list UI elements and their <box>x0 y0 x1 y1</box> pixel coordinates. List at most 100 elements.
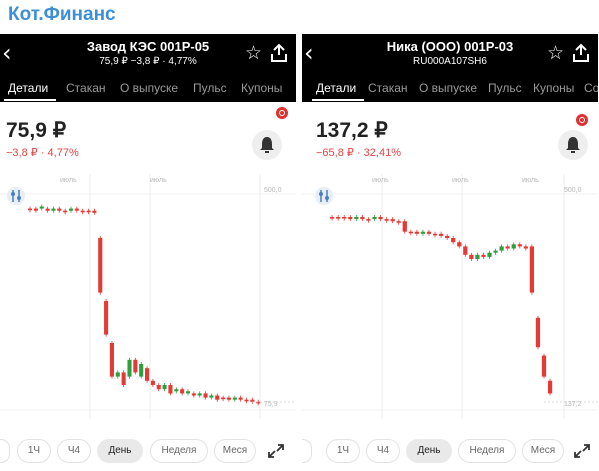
candle <box>80 210 85 213</box>
candle <box>432 233 438 236</box>
candle <box>372 217 377 220</box>
candle <box>402 221 407 232</box>
share-icon[interactable] <box>572 43 590 63</box>
candle <box>445 235 450 238</box>
tab-details[interactable]: Детали <box>316 81 357 95</box>
candle <box>86 210 91 213</box>
candle <box>256 401 261 404</box>
candle <box>238 397 243 400</box>
period-week[interactable]: Неделя <box>458 439 516 463</box>
candle <box>104 301 109 335</box>
candle <box>336 217 341 219</box>
x-tick-label: июль <box>60 177 77 184</box>
x-tick-label: июль <box>372 177 389 184</box>
tab-about-issue[interactable]: О выпуске <box>120 81 179 95</box>
candle <box>39 206 44 209</box>
tab-details[interactable]: Детали <box>8 81 49 95</box>
candle <box>420 231 426 234</box>
candle <box>174 389 179 392</box>
period-4h[interactable]: Ч4 <box>366 439 400 463</box>
candle <box>156 385 161 390</box>
candle <box>330 217 335 219</box>
candle <box>232 397 237 400</box>
period-1h[interactable]: 1Ч <box>326 439 360 463</box>
star-icon[interactable]: ☆ <box>546 42 564 64</box>
tab-coupons[interactable]: Купоны <box>533 81 575 95</box>
candle <box>74 208 79 211</box>
period-1h[interactable]: 1Ч <box>17 439 51 463</box>
candle <box>109 343 114 377</box>
notification-badge <box>276 107 288 119</box>
expand-icon[interactable] <box>262 439 290 463</box>
tab-about-issue[interactable]: О выпуске <box>419 81 478 95</box>
candle <box>180 389 185 394</box>
candle <box>168 385 173 394</box>
candle <box>162 385 167 390</box>
period-month[interactable]: Меся <box>522 439 564 463</box>
candle <box>354 217 359 220</box>
candle <box>499 246 504 251</box>
tab-orderbook[interactable]: Стакан <box>66 81 106 95</box>
candle <box>92 210 97 213</box>
candle <box>390 219 395 222</box>
x-tick-label: июль <box>522 177 539 184</box>
candle <box>475 254 480 259</box>
candle <box>414 231 419 234</box>
candle <box>191 393 196 396</box>
candle <box>244 399 249 402</box>
candle <box>487 252 492 257</box>
price-chart[interactable]: июль июль июль 500,0 137,2 <box>302 174 598 419</box>
period-4h[interactable]: Ч4 <box>57 439 91 463</box>
y-tick-label: 75,9 <box>264 401 278 408</box>
period-day[interactable]: День <box>97 439 143 463</box>
candle <box>127 359 132 377</box>
period-selector: 1Ч Ч4 День Неделя Меся <box>302 439 598 465</box>
price-chart[interactable]: июль июль 500,0 75,9 <box>0 174 296 419</box>
period-week[interactable]: Неделя <box>150 439 208 463</box>
instrument-isin: RU000A107SH6 <box>413 56 487 67</box>
candle <box>226 397 231 400</box>
instrument-subtitle: 75,9 ₽ −3,8 ₽ · 4,77% <box>99 56 197 67</box>
header-bar: ‹ Ника (ООО) 001P-03 RU000A107SH6 ☆ <box>302 34 598 75</box>
candle <box>451 238 456 243</box>
tab-more[interactable]: Со <box>584 81 598 95</box>
star-icon[interactable]: ☆ <box>244 42 262 64</box>
instrument-title: Ника (ООО) 001P-03 <box>386 39 514 54</box>
x-tick-label: июль <box>150 177 167 184</box>
tab-pulse[interactable]: Пульс <box>488 81 522 95</box>
bell-icon <box>566 137 580 153</box>
back-icon[interactable]: ‹ <box>304 39 314 67</box>
candle <box>469 254 474 259</box>
back-icon[interactable]: ‹ <box>2 39 12 67</box>
expand-icon[interactable] <box>568 439 596 463</box>
bell-icon <box>260 137 274 153</box>
tab-active-indicator <box>312 99 364 101</box>
candle <box>366 219 371 221</box>
period-partial[interactable] <box>0 439 10 463</box>
current-price: 137,2 ₽ <box>316 119 388 142</box>
period-partial[interactable] <box>302 439 312 463</box>
tab-coupons[interactable]: Купоны <box>241 81 283 95</box>
chart-settings-icon[interactable] <box>7 187 25 205</box>
y-tick-label: 500,0 <box>564 187 582 194</box>
chart-settings-icon[interactable] <box>315 187 333 205</box>
period-day[interactable]: День <box>406 439 452 463</box>
candle <box>57 208 62 211</box>
candle <box>348 217 353 220</box>
candle <box>45 208 50 211</box>
candle <box>529 246 535 293</box>
period-month[interactable]: Меся <box>214 439 256 463</box>
candle <box>457 242 462 247</box>
share-icon[interactable] <box>270 43 288 63</box>
alert-bell-button[interactable] <box>558 130 588 160</box>
candle <box>463 246 468 255</box>
tab-orderbook[interactable]: Стакан <box>368 81 408 95</box>
candle <box>98 238 103 293</box>
notification-badge <box>576 114 588 126</box>
candle <box>215 395 220 400</box>
alert-bell-button[interactable] <box>252 130 282 160</box>
price-change: −65,8 ₽ · 32,41% <box>316 147 401 159</box>
tab-pulse[interactable]: Пульс <box>193 81 227 95</box>
candle <box>541 355 547 377</box>
tab-active-indicator <box>4 99 56 101</box>
